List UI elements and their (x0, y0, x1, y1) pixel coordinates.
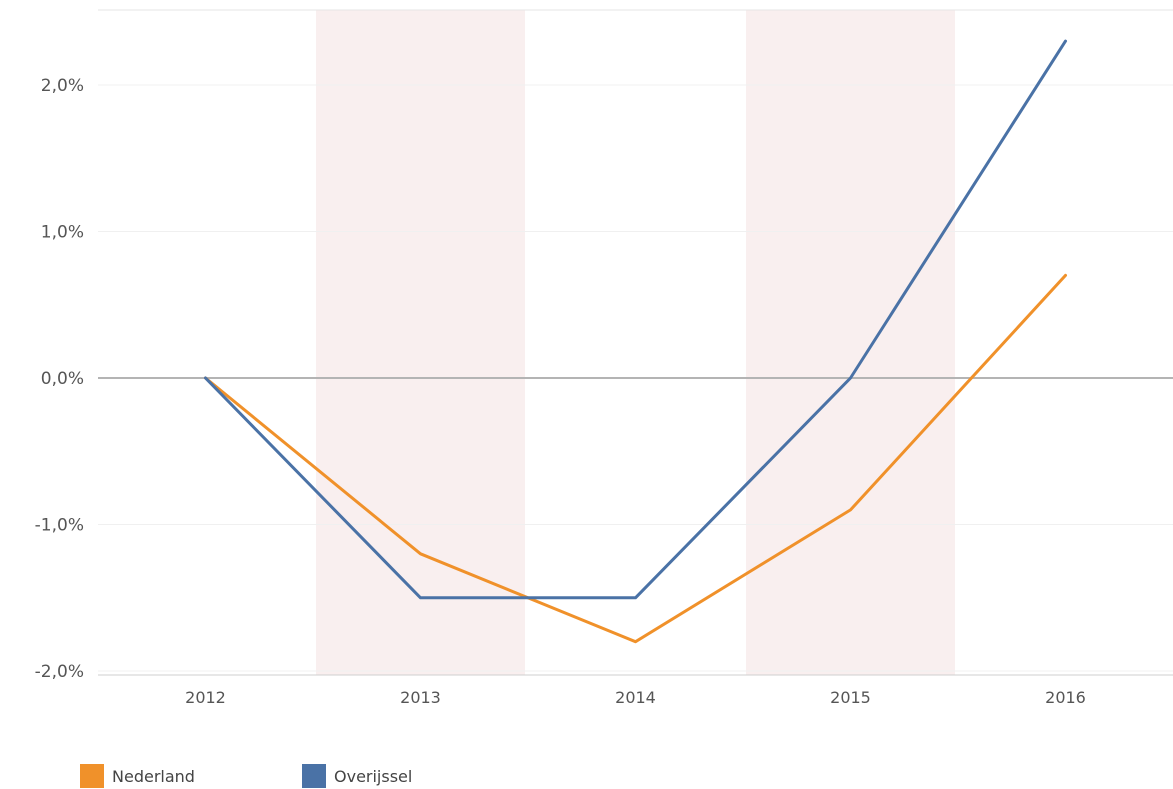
shaded-band (316, 10, 525, 675)
y-tick-label: -2,0% (35, 662, 84, 682)
series-line-nederland (204, 273, 1067, 644)
x-tick-label: 2015 (830, 688, 871, 707)
x-tick-label: 2016 (1045, 688, 1086, 707)
y-tick-label: 1,0% (41, 223, 84, 243)
legend-label: Nederland (112, 767, 195, 786)
shaded-band (746, 10, 955, 675)
x-tick-label: 2012 (185, 688, 226, 707)
series-line-overijssel (204, 39, 1067, 600)
x-tick-label: 2014 (615, 688, 656, 707)
y-tick-label: 2,0% (41, 76, 84, 96)
legend-swatch (80, 764, 104, 788)
y-tick-label: 0,0% (41, 369, 84, 389)
y-tick-label: -1,0% (35, 516, 84, 536)
legend-label: Overijssel (334, 767, 412, 786)
legend-swatch (302, 764, 326, 788)
x-tick-label: 2013 (400, 688, 441, 707)
